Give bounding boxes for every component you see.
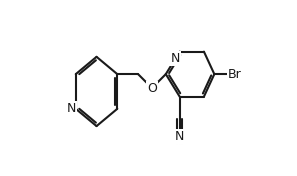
Text: N: N	[175, 130, 184, 143]
Text: Br: Br	[228, 68, 242, 81]
Text: N: N	[170, 52, 180, 65]
Text: O: O	[147, 81, 157, 95]
Text: N: N	[66, 102, 76, 115]
